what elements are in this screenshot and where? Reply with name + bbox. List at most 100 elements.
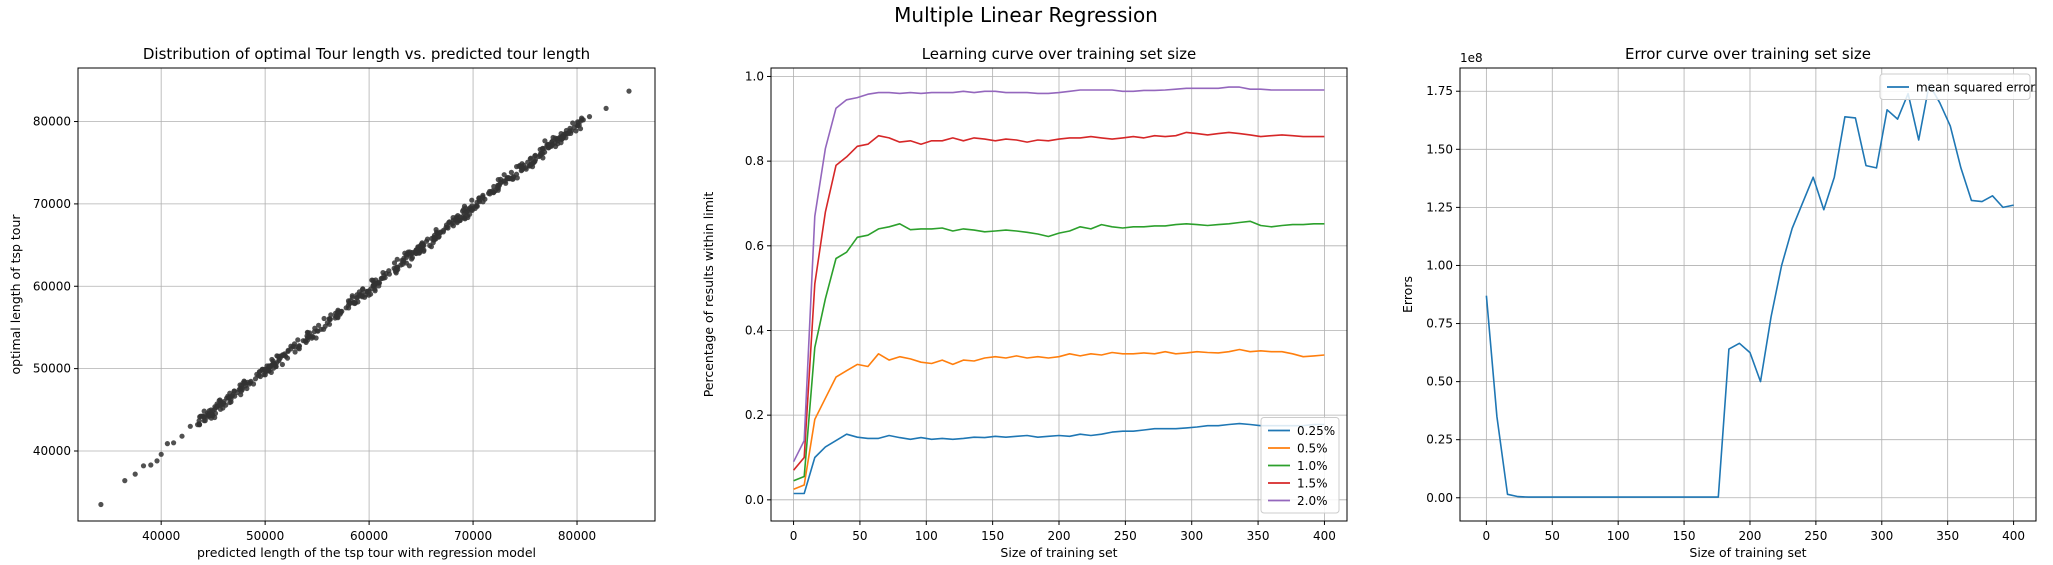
- y-tick-label: 1.50: [1426, 142, 1453, 156]
- data-point: [327, 316, 333, 323]
- data-point: [346, 300, 352, 306]
- y-tick-label: 0.00: [1426, 491, 1453, 505]
- y-tick-label: 0.50: [1426, 375, 1453, 389]
- data-point: [540, 155, 546, 161]
- data-point: [409, 255, 415, 261]
- data-point: [565, 131, 571, 137]
- data-point: [179, 433, 185, 439]
- data-point: [122, 478, 128, 484]
- data-point: [366, 288, 372, 294]
- data-point: [513, 171, 520, 177]
- data-point: [626, 88, 632, 94]
- x-tick-label: 200: [1739, 529, 1762, 543]
- data-point: [310, 334, 316, 340]
- data-point: [542, 138, 548, 144]
- data-point: [212, 406, 218, 412]
- axes-frame: [77, 67, 656, 522]
- data-point: [394, 264, 400, 270]
- data-point: [489, 189, 496, 195]
- data-point: [428, 244, 434, 250]
- data-point: [295, 337, 301, 343]
- x-tick-label: 40000: [142, 529, 180, 543]
- x-tick-label: 400: [2002, 529, 2025, 543]
- data-point: [214, 401, 220, 407]
- data-point: [187, 423, 193, 429]
- y-tick-label: 0.2: [745, 408, 764, 422]
- y-axis-label: optimal length of tsp tour: [8, 214, 23, 375]
- data-point: [256, 369, 263, 375]
- data-point: [300, 338, 306, 344]
- data-point: [349, 293, 355, 299]
- data-point: [457, 217, 463, 223]
- series-line-1: [1485, 83, 2014, 498]
- x-tick-label: 300: [1180, 529, 1203, 543]
- data-point: [450, 220, 456, 226]
- data-point: [576, 122, 582, 128]
- chart-1: 40000 50000 60000 70000 80000 40000 50000 60000…: [8, 45, 656, 560]
- x-tick-label: 350: [1936, 529, 1959, 543]
- data-point: [498, 176, 504, 182]
- data-point: [217, 406, 224, 412]
- data-point: [527, 156, 533, 162]
- data-point: [586, 114, 593, 120]
- data-point: [292, 349, 298, 355]
- legend-label: 1.5%: [1297, 477, 1328, 491]
- series-line-1: [793, 422, 1325, 495]
- data-point: [403, 252, 409, 258]
- chart-2: 0 50 100 150 200 250 300 350 400 0.0 0.2 0.4 0.6 0.8 1…: [701, 45, 1348, 560]
- data-point: [197, 414, 203, 420]
- data-point: [415, 246, 421, 253]
- data-point: [505, 174, 511, 181]
- data-point: [333, 313, 339, 319]
- series-line-3: [793, 220, 1325, 482]
- data-point: [360, 286, 366, 292]
- data-point: [326, 321, 333, 327]
- y-tick-label: 0.6: [745, 239, 764, 253]
- data-point: [431, 232, 438, 238]
- x-tick-label: 80000: [558, 529, 596, 543]
- chart-3: 0 50 100 150 200 250 300 350 400 0.00 0.25 0.50 0.75…: [1400, 45, 2037, 560]
- data-point: [304, 337, 311, 343]
- data-point: [280, 352, 286, 358]
- data-point: [271, 362, 278, 368]
- y-tick-label: 1.00: [1426, 258, 1453, 272]
- data-point: [132, 471, 138, 477]
- data-point: [480, 192, 486, 198]
- data-point: [262, 366, 268, 372]
- data-point: [356, 289, 362, 295]
- data-point: [227, 394, 233, 400]
- series-line-4: [792, 131, 1325, 471]
- data-point: [292, 344, 298, 350]
- data-point: [351, 299, 357, 305]
- data-point: [171, 440, 177, 446]
- axes-frame: [770, 67, 1348, 522]
- x-tick-label: 300: [1870, 529, 1893, 543]
- data-point: [154, 458, 160, 464]
- data-point: [206, 412, 212, 418]
- x-tick-label: 150: [981, 529, 1004, 543]
- y-offset-text: 1e8: [1460, 51, 1483, 65]
- data-point: [558, 140, 564, 146]
- chart-title: Learning curve over training set size: [922, 45, 1197, 63]
- data-point: [321, 315, 327, 322]
- data-point: [386, 268, 392, 274]
- data-point: [245, 379, 251, 385]
- data-point: [328, 312, 334, 318]
- data-point: [501, 172, 507, 178]
- data-point: [158, 451, 164, 457]
- data-point: [420, 242, 426, 248]
- data-point: [261, 372, 267, 378]
- legend-box: [1879, 73, 2031, 100]
- data-point: [274, 353, 280, 359]
- data-point: [546, 142, 552, 148]
- legend-label: mean squared error: [1916, 81, 2035, 95]
- data-point: [560, 134, 567, 141]
- legend-label: 2.0%: [1297, 494, 1328, 508]
- x-tick-label: 50: [1545, 529, 1560, 543]
- data-point: [316, 322, 322, 328]
- x-tick-label: 50000: [246, 529, 284, 543]
- y-tick-label: 0.4: [745, 323, 764, 337]
- x-tick-label: 0: [790, 529, 798, 543]
- series-line-2: [793, 348, 1325, 490]
